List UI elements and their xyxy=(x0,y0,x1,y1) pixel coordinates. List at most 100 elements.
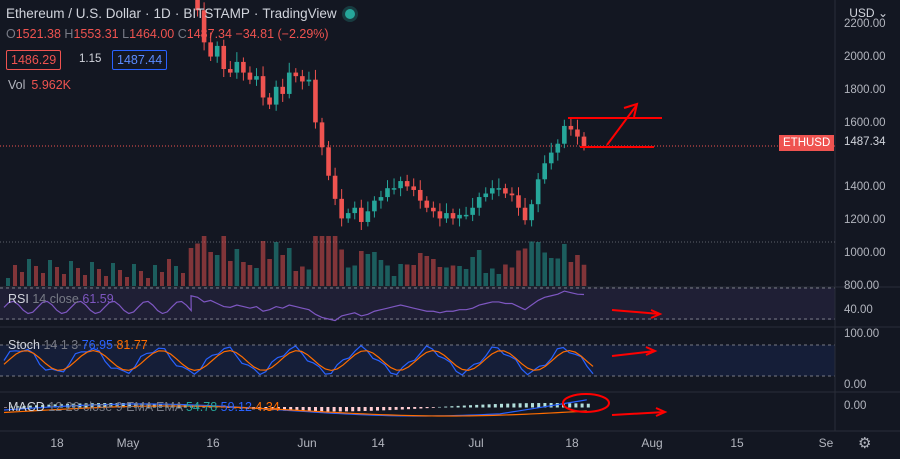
macd-histogram-bar xyxy=(413,407,417,409)
macd-histogram-bar xyxy=(301,407,305,412)
macd-histogram-bar xyxy=(53,404,57,408)
volume-bar xyxy=(417,253,423,286)
candle-body xyxy=(352,207,358,214)
candle-body xyxy=(241,61,246,73)
macd-line-value: 59.12 xyxy=(220,400,252,414)
buy-price-button[interactable]: 1487.44 xyxy=(112,50,168,70)
volume-bar xyxy=(90,262,94,286)
candle-body xyxy=(457,214,462,219)
candle-body xyxy=(450,213,456,219)
macd-line xyxy=(3,399,587,417)
volume-bar xyxy=(378,260,384,286)
volume-bar xyxy=(463,269,469,286)
macd-histogram-bar xyxy=(103,403,107,408)
candle-body xyxy=(339,198,344,219)
macd-histogram-bar xyxy=(289,407,293,411)
volume-bar xyxy=(450,265,456,286)
candle-body xyxy=(503,188,508,194)
candle-body xyxy=(345,213,351,219)
volume-bar xyxy=(83,275,87,286)
volume-bar xyxy=(542,252,547,286)
symbol-name[interactable]: Ethereum / U.S. Dollar xyxy=(6,6,142,21)
volume-bar xyxy=(503,264,508,286)
price-tick: 2200.00 xyxy=(844,18,886,30)
price-tick: 1000.00 xyxy=(844,247,886,259)
candle-body xyxy=(444,213,449,219)
macd-name: MACD xyxy=(8,400,45,414)
volume-bar xyxy=(391,276,397,286)
volume-bar xyxy=(516,250,521,286)
volume-bar xyxy=(490,268,495,286)
time-tick: May xyxy=(116,436,140,450)
candle-body xyxy=(529,204,534,221)
volume-label: Vol xyxy=(8,78,26,92)
macd-histogram-bar xyxy=(531,403,534,408)
macd-histogram-bar xyxy=(109,403,113,408)
volume-bar xyxy=(352,265,358,286)
stoch-params: 14 1 3 xyxy=(43,338,79,352)
time-tick: Jul xyxy=(468,436,484,450)
macd-histogram-bar xyxy=(22,405,26,408)
open-label: O xyxy=(6,27,16,41)
candle-body xyxy=(385,188,390,198)
volume-bar xyxy=(581,264,587,286)
last-price-symbol-tag: ETHUSD xyxy=(779,135,835,151)
volume-bar xyxy=(167,259,171,286)
chevron-down-icon: ⌄ xyxy=(877,6,888,20)
time-tick: Jun xyxy=(297,436,317,450)
volume-bar xyxy=(286,248,292,286)
volume-bar xyxy=(160,272,164,286)
annotation-right-arrow xyxy=(611,411,666,416)
volume-bar xyxy=(431,259,436,286)
currency-selector[interactable]: USD ⌄ xyxy=(849,6,888,20)
stoch-k-value: 76.95 xyxy=(81,338,113,352)
candle-body xyxy=(437,211,443,219)
candle-body xyxy=(228,69,233,73)
macd-histogram-bar xyxy=(425,407,429,409)
candle-body xyxy=(470,207,475,215)
volume-bar xyxy=(62,274,66,286)
macd-histogram-bar xyxy=(314,407,317,412)
volume-bar xyxy=(97,269,101,286)
macd-histogram-bar xyxy=(568,403,572,408)
volume-bar xyxy=(69,261,73,286)
volume-bar xyxy=(41,273,45,286)
candle-body xyxy=(319,122,325,148)
candle-body xyxy=(332,175,338,199)
candle-body xyxy=(273,86,279,105)
candle-body xyxy=(398,181,403,189)
time-tick: 15 xyxy=(730,436,744,450)
candle-body xyxy=(404,181,410,187)
macd-signal-line xyxy=(3,405,587,417)
macd-histogram-bar xyxy=(283,407,286,411)
candle-body xyxy=(300,76,305,82)
candle-body xyxy=(201,10,207,43)
sell-price-button[interactable]: 1486.29 xyxy=(6,50,62,70)
macd-histogram-bar xyxy=(345,407,348,412)
time-tick: 14 xyxy=(371,436,385,450)
candle-body xyxy=(496,188,502,190)
exchange-label: BITSTAMP xyxy=(183,6,250,21)
gear-icon[interactable]: ⚙ xyxy=(858,435,872,452)
interval-label[interactable]: 1D xyxy=(153,6,171,21)
candle-body xyxy=(306,79,312,82)
candle-body xyxy=(542,163,547,180)
volume-bar xyxy=(48,260,52,286)
volume-bar xyxy=(208,252,213,286)
candle-body xyxy=(575,129,580,137)
volume-legend: Vol 5.962K xyxy=(8,78,71,92)
candle-body xyxy=(260,76,266,98)
price-tick: 1200.00 xyxy=(844,214,886,226)
macd-histogram-bar xyxy=(456,405,460,408)
stoch-d-line xyxy=(3,349,594,372)
macd-histogram-bar xyxy=(28,405,32,408)
candle-body xyxy=(490,188,495,194)
candle-body xyxy=(391,188,397,190)
low-label: L xyxy=(122,27,130,41)
stoch-d-value: 81.77 xyxy=(116,338,148,352)
macd-legend: MACD 12 26 close 9 EMA EMA 54.78 59.12 4… xyxy=(8,400,280,414)
volume-bar xyxy=(254,268,259,286)
rsi-line xyxy=(3,290,585,322)
volume-bar xyxy=(509,267,515,286)
